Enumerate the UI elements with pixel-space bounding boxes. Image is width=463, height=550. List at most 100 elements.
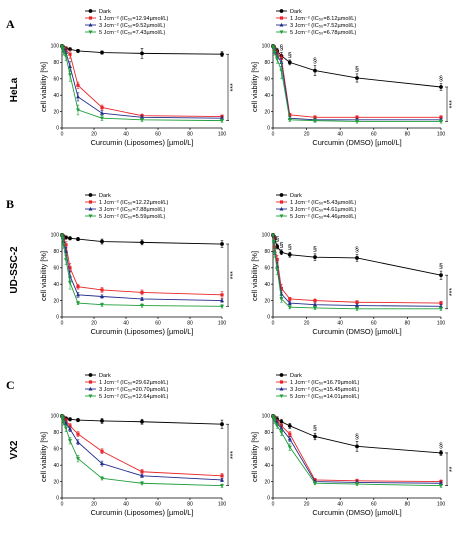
data-point [287, 60, 292, 65]
series-3 [271, 233, 443, 311]
series-0 [60, 233, 224, 248]
legend-marker [88, 22, 93, 27]
chart-vx2-liposomes: 0 20 40 60 80 100 0 20 40 60 80 100 Curcumin (Liposo… [39, 373, 237, 517]
significance-mark: § [439, 264, 443, 271]
legend-marker [88, 16, 93, 20]
data-point [61, 243, 66, 247]
y-tick-label: 80 [264, 430, 270, 436]
data-point [68, 439, 72, 443]
data-point [279, 297, 284, 302]
x-tick-label: 100 [437, 132, 446, 138]
x-tick-label: 100 [437, 321, 446, 327]
legend-label: 1 Jcm⁻² (IC₅₀=5.43µmol/L) [290, 200, 356, 206]
panel-letter-b: B [6, 197, 14, 211]
data-point [64, 55, 68, 59]
data-point [64, 243, 68, 247]
legend-label: Dark [290, 9, 302, 15]
data-point [220, 293, 224, 297]
data-point [76, 237, 80, 242]
chart-udssc2-dmso: 0 20 40 60 80 100 0 20 40 60 80 100 Curcumin (DMSO) … [250, 193, 456, 336]
panel-letter-c: C [6, 378, 15, 392]
legend-marker [88, 394, 93, 399]
significance-mark: § [355, 66, 359, 73]
chart-udssc2-liposomes: 0 20 40 60 80 100 0 20 40 60 80 100 Curcumin (Liposo… [39, 193, 237, 336]
significance-mark: § [355, 247, 359, 254]
data-point [271, 416, 276, 421]
legend-marker [279, 206, 284, 211]
data-point [288, 113, 292, 117]
x-tick-label: 60 [371, 132, 377, 138]
y-tick-label: 60 [264, 266, 270, 272]
data-point [313, 306, 317, 311]
row-label-vx2: VX2 [9, 440, 20, 459]
legend-marker [279, 380, 284, 384]
data-point [271, 233, 275, 238]
data-point [140, 290, 144, 294]
x-tick-label: 20 [91, 321, 97, 327]
x-tick-label: 80 [187, 502, 193, 508]
legend-label: 5 Jcm⁻² (IC₅₀=5.59µmol/L) [99, 214, 165, 220]
chart-hela-liposomes: 0 20 40 60 80 100 0 20 40 60 80 100 Curcumin (Liposo… [39, 9, 237, 147]
data-point [439, 307, 443, 311]
data-point [439, 484, 443, 488]
y-axis-label: cell viability [%] [39, 432, 48, 482]
data-point [355, 115, 359, 119]
legend-marker [279, 386, 284, 391]
data-point [287, 305, 292, 310]
chart-vx2-dmso: 0 20 40 60 80 100 0 20 40 60 80 100 Curcumin (DMSO) … [250, 373, 456, 517]
legend-label: 1 Jcm⁻² (IC₅₀=12.22µmol/L) [99, 200, 168, 206]
data-point [275, 424, 280, 428]
data-point [76, 457, 80, 461]
y-tick-label: 0 [56, 126, 59, 132]
data-point [68, 236, 72, 241]
y-tick-label: 20 [53, 298, 59, 304]
data-point [60, 416, 65, 421]
y-tick-label: 0 [56, 496, 59, 502]
significance-mark: § [288, 245, 292, 252]
data-point [355, 444, 359, 449]
data-point [275, 57, 280, 62]
data-point [220, 304, 224, 309]
row-label-hela: HeLa [9, 77, 20, 102]
x-tick-label: 100 [218, 321, 227, 327]
x-tick-label: 20 [304, 502, 310, 508]
y-tick-label: 40 [264, 93, 270, 99]
data-point [100, 419, 104, 423]
y-tick-label: 20 [264, 479, 270, 485]
data-point [76, 292, 80, 297]
x-tick-label: 60 [155, 132, 161, 138]
y-tick-label: 100 [51, 233, 60, 239]
data-point [313, 481, 317, 486]
y-axis-label: cell viability [%] [39, 251, 48, 301]
y-axis-label: cell viability [%] [250, 251, 259, 301]
panel-letter-a: A [6, 17, 15, 31]
x-tick-label: 80 [405, 132, 411, 138]
y-tick-label: 40 [264, 463, 270, 469]
x-tick-label: 40 [337, 502, 343, 508]
data-point [140, 51, 144, 56]
data-point [76, 94, 80, 99]
legend-marker [88, 386, 93, 391]
data-point [76, 108, 80, 113]
data-point [279, 69, 284, 73]
data-point [279, 419, 284, 424]
legend-marker [279, 200, 284, 204]
data-point [76, 301, 80, 306]
data-point [68, 64, 72, 68]
y-tick-label: 40 [53, 93, 59, 99]
legend-label: 3 Jcm⁻² (IC₅₀=4.61µmol/L) [290, 207, 356, 213]
data-point [287, 436, 292, 441]
x-tick-label: 20 [304, 321, 310, 327]
data-point [313, 302, 317, 307]
data-point [220, 422, 224, 427]
data-point [100, 461, 104, 466]
series-3 [60, 414, 224, 488]
data-point [313, 434, 317, 439]
legend-label: Dark [99, 9, 111, 15]
significance-mark: § [275, 237, 279, 244]
data-point [355, 76, 359, 80]
data-point [76, 440, 80, 444]
